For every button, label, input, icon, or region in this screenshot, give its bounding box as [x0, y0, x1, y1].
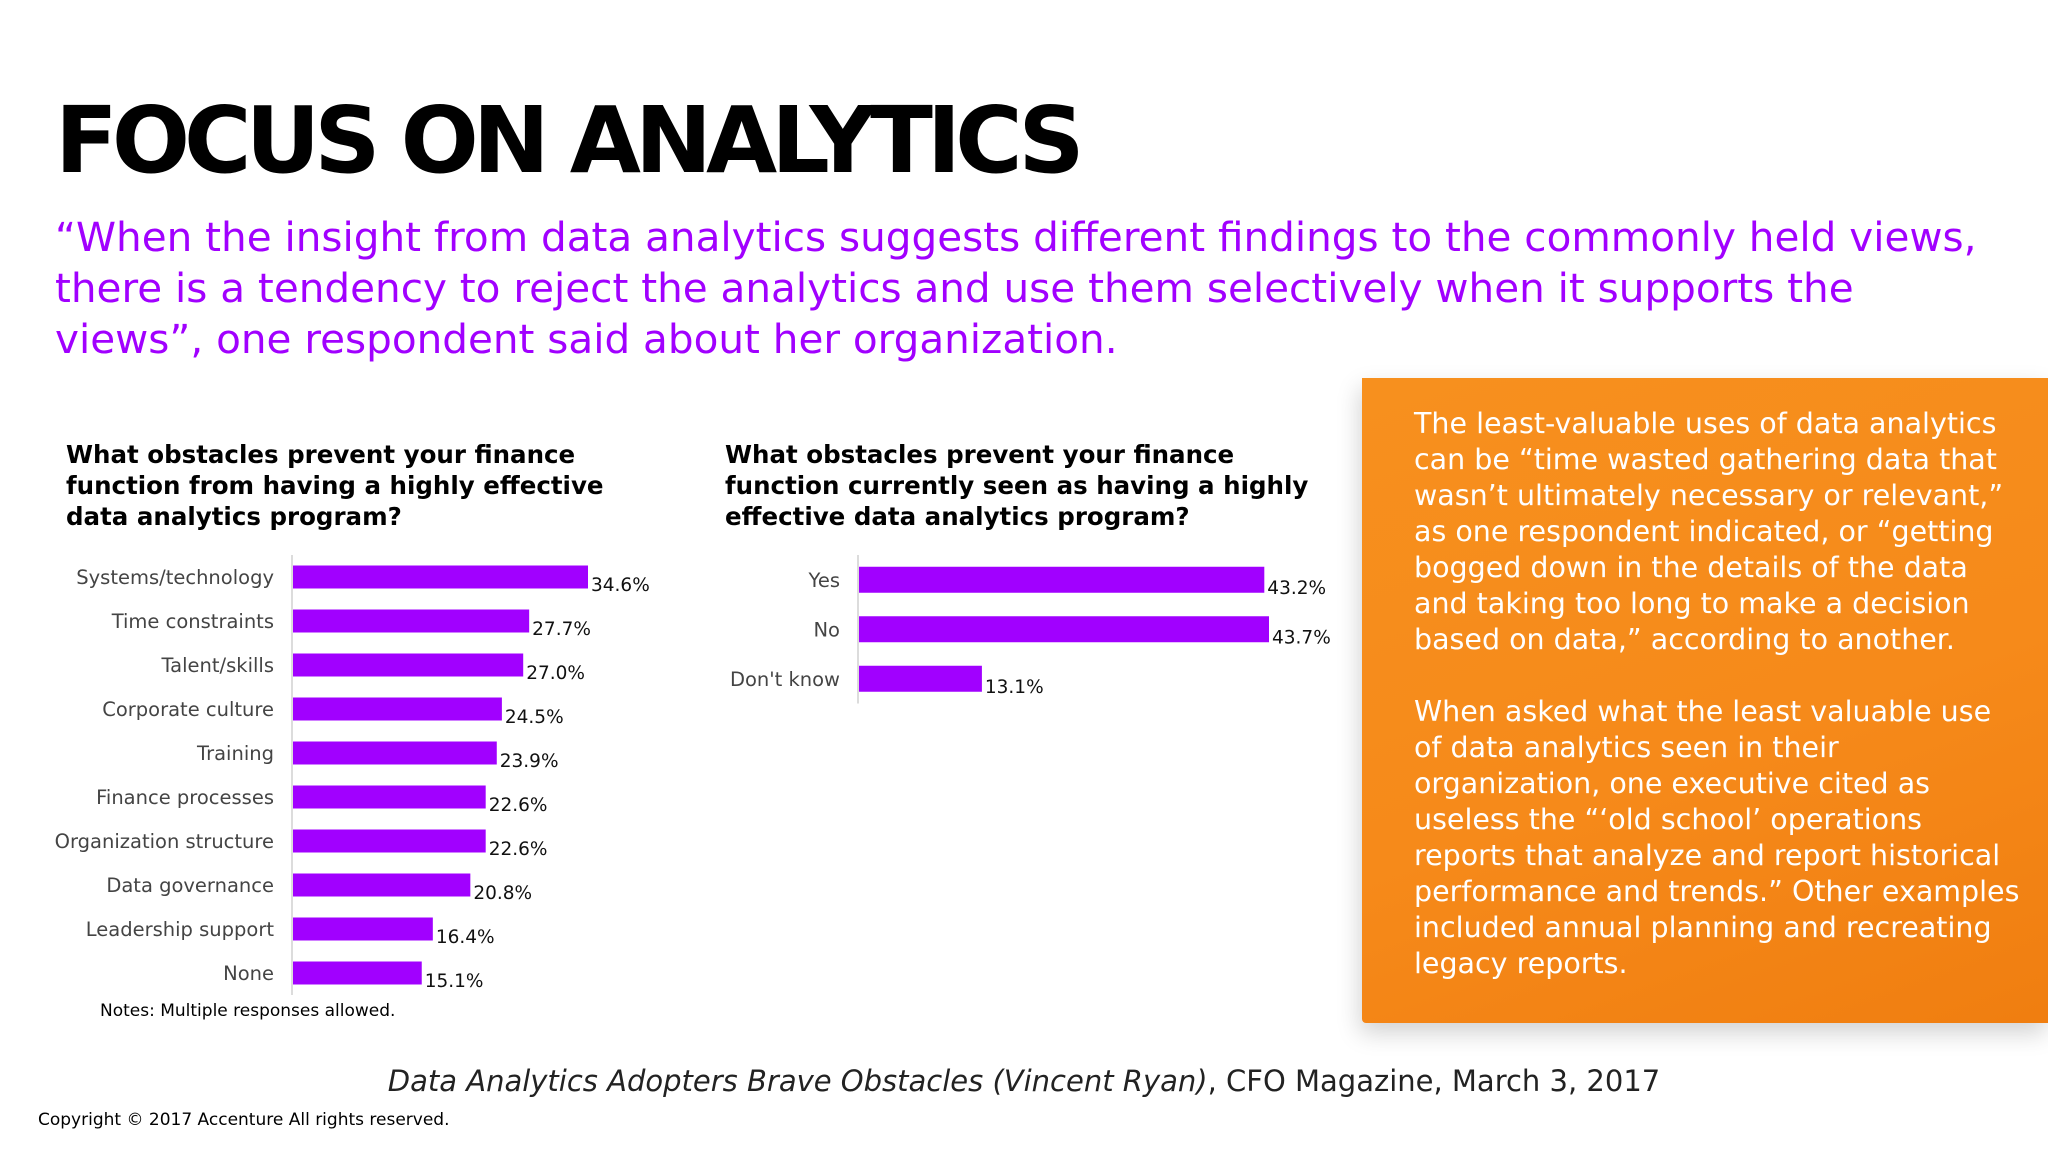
bar [293, 741, 497, 765]
data-label: 22.6% [489, 795, 548, 816]
data-label: 24.5% [505, 707, 564, 728]
category-label: Data governance [106, 874, 274, 897]
category-label: Don't know [730, 668, 840, 691]
category-label: Systems/technology [76, 566, 274, 589]
category-label: Training [196, 742, 274, 765]
data-label: 43.2% [1267, 578, 1326, 599]
data-label: 34.6% [591, 575, 650, 596]
data-label: 22.6% [489, 839, 548, 860]
bar [293, 565, 588, 589]
bar [859, 616, 1269, 643]
bar [293, 917, 433, 941]
bar [293, 829, 486, 853]
bar [293, 697, 502, 721]
category-label: No [813, 618, 840, 641]
pull-quote: “When the insight from data analytics su… [55, 213, 1977, 363]
bar [293, 785, 486, 809]
bar [293, 873, 471, 897]
page-title: FOCUS ON ANALYTICS [55, 87, 1085, 194]
chart-2: Yes 43.2% No 43.7% Don't know 13.1% [730, 555, 1331, 704]
copyright: Copyright © 2017 Accenture All rights re… [38, 1110, 450, 1130]
data-label: 15.1% [425, 971, 484, 992]
data-label: 27.0% [526, 663, 585, 684]
category-label: Talent/skills [161, 654, 275, 677]
bar [859, 566, 1265, 593]
category-label: Organization structure [55, 830, 274, 853]
chart-2-title: What obstacles prevent your finance func… [725, 440, 1309, 531]
data-label: 13.1% [985, 677, 1044, 698]
data-label: 23.9% [500, 751, 559, 772]
bar [293, 609, 530, 633]
chart-notes: Notes: Multiple responses allowed. [100, 1001, 396, 1021]
sticky-note-paragraph: When asked what the least valuable use o… [1414, 695, 2020, 980]
sticky-note-paragraph: The least-valuable uses of data analytic… [1414, 407, 2004, 656]
data-label: 20.8% [473, 883, 532, 904]
bar [293, 653, 524, 677]
source-title: Data Analytics Adopters Brave Obstacles … [387, 1064, 1208, 1098]
sticky-note: The least-valuable uses of data analytic… [1362, 378, 2048, 1023]
category-label: Time constraints [111, 610, 274, 633]
chart-1: Systems/technology 34.6% Time constraints 2… [55, 555, 650, 995]
data-label: 27.7% [532, 619, 591, 640]
category-label: Leadership support [86, 918, 275, 941]
sticky-note-text: The least-valuable uses of data analytic… [1414, 406, 2024, 1018]
chart-1-title: What obstacles prevent your finance func… [66, 440, 604, 531]
category-label: Corporate culture [102, 698, 274, 721]
data-label: 43.7% [1272, 627, 1331, 648]
source-citation: Data Analytics Adopters Brave Obstacles … [0, 1064, 2048, 1098]
bar [293, 961, 422, 985]
category-label: Finance processes [96, 786, 274, 809]
category-label: Yes [808, 569, 840, 592]
bar [859, 665, 982, 692]
category-label: None [223, 962, 274, 985]
data-label: 16.4% [436, 927, 495, 948]
source-details: , CFO Magazine, March 3, 2017 [1207, 1064, 1661, 1098]
